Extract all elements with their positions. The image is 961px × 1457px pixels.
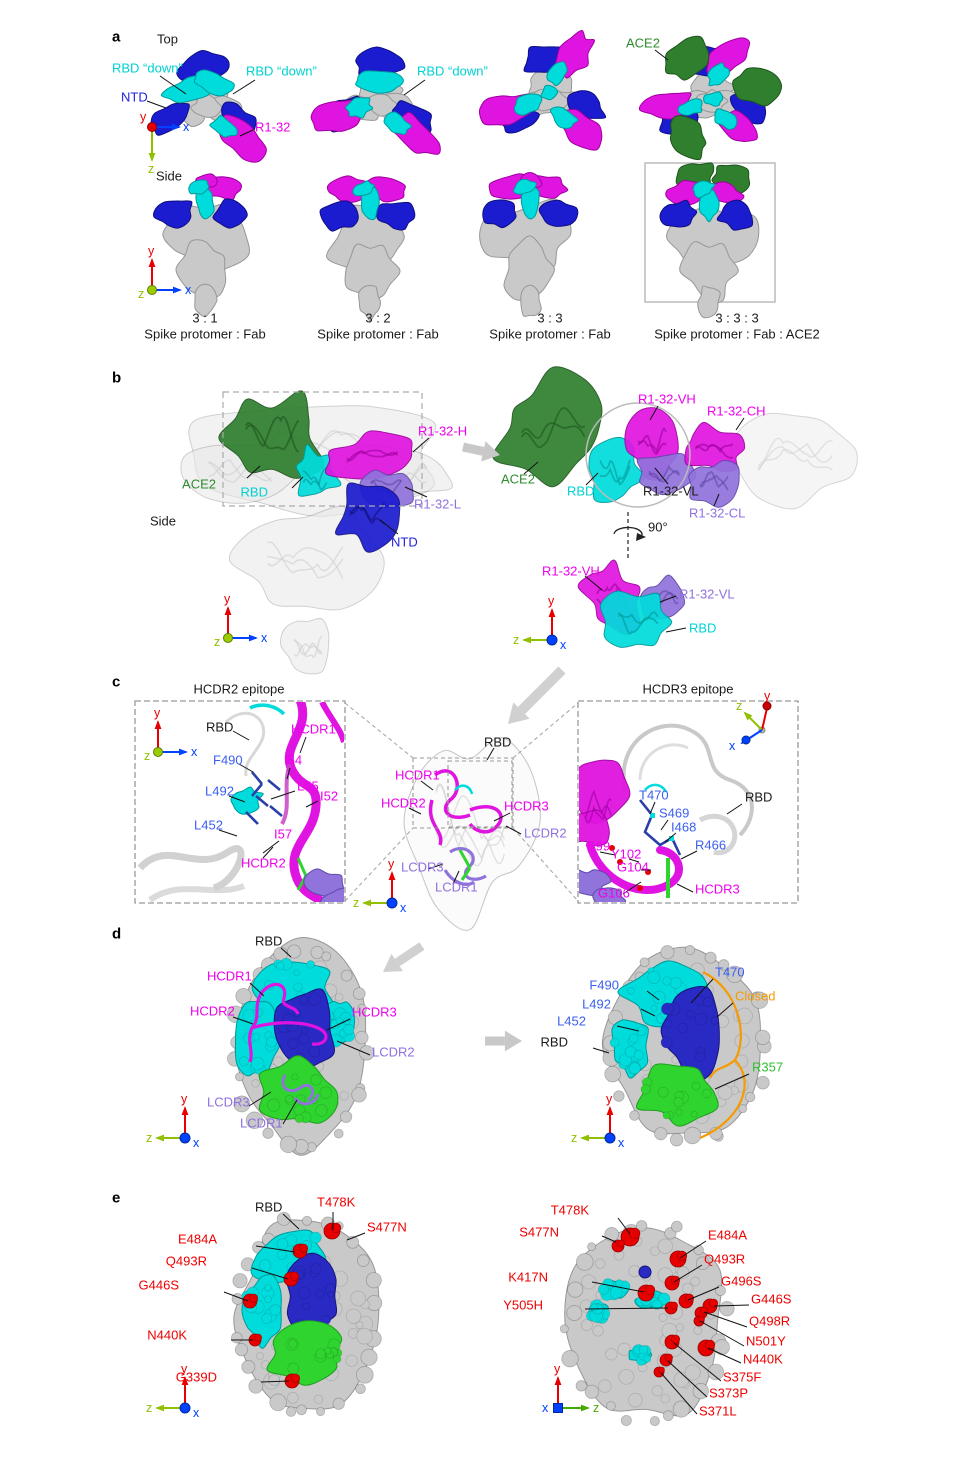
axis-y-label: y: [148, 244, 155, 258]
axis-z-label: z: [144, 749, 150, 763]
axis-y-label: y: [181, 1092, 188, 1106]
flow-arrows: [383, 441, 566, 1052]
axis-x-label: x: [183, 120, 190, 134]
axis-x-label: x: [193, 1406, 200, 1420]
axis-y-label: y: [548, 594, 555, 608]
axis-y-label: y: [154, 706, 161, 720]
axis-z-label: z: [571, 1131, 577, 1145]
axis-indicator: y z x: [542, 1362, 599, 1415]
axis-z-label: z: [736, 699, 742, 713]
axis-y-label: y: [606, 1092, 613, 1106]
axis-x-label: x: [729, 739, 736, 753]
axis-z-label: z: [138, 287, 144, 301]
panel-e-structures: [231, 1211, 735, 1427]
axis-x-label: x: [400, 901, 407, 915]
panel-b-structures: [180, 366, 858, 675]
panel-b-leader-lines: [246, 405, 745, 633]
axis-indicator: y x z: [144, 706, 198, 763]
axis-indicator: y z x: [353, 857, 407, 915]
axis-indicator: y z x: [146, 1092, 200, 1150]
panel-d-structures: [226, 937, 772, 1156]
axis-y-label: y: [388, 857, 395, 871]
panel-c-leader-lines: [218, 730, 743, 895]
axis-indicator: y z x: [513, 594, 567, 652]
axis-y-label: y: [181, 1362, 188, 1376]
axis-z-label: z: [214, 635, 220, 649]
axis-indicator: y x z: [214, 592, 268, 649]
axis-z-label: z: [146, 1401, 152, 1415]
axis-x-label: x: [560, 638, 567, 652]
cdr-zoom-box-inner: [447, 760, 513, 828]
axis-z-label: z: [353, 896, 359, 910]
zoom-region-box: [222, 391, 423, 507]
axis-x-label: x: [191, 745, 198, 759]
axis-z-label: z: [148, 162, 154, 176]
panel-c-structures: [134, 700, 799, 931]
axis-indicator: y x z: [138, 244, 192, 301]
hcdr3-epitope-box: [577, 700, 799, 904]
closed-state-outline: [699, 971, 746, 1140]
axis-x-label: x: [542, 1401, 549, 1415]
axis-y-label: y: [140, 110, 147, 124]
rotation-90-glyph: [613, 512, 646, 558]
axis-x-label: x: [185, 283, 192, 297]
panel-d-leader-lines: [232, 947, 750, 1125]
hcdr2-epitope-box: [134, 700, 346, 904]
panel-e-leader-lines: [223, 1212, 750, 1415]
axis-z-label: z: [513, 633, 519, 647]
axis-x-label: x: [193, 1136, 200, 1150]
axis-indicator: y z x: [729, 689, 772, 753]
panel-a-structures: [150, 29, 783, 322]
cdr-zoom-box-outer: [412, 757, 514, 829]
axis-y-label: y: [224, 592, 231, 606]
axis-z-label: z: [146, 1131, 152, 1145]
axis-y-label: y: [554, 1362, 561, 1376]
axis-z-label: z: [593, 1401, 599, 1415]
axis-y-label: y: [764, 689, 771, 703]
axis-indicator: y z x: [571, 1092, 625, 1150]
axis-indicator: y z x: [146, 1362, 200, 1420]
axis-x-label: x: [618, 1136, 625, 1150]
panel-a-leader-lines: [146, 49, 669, 137]
fv-region-circle: [585, 402, 691, 508]
axis-indicator: y x z: [140, 110, 190, 176]
axis-x-label: x: [261, 631, 268, 645]
